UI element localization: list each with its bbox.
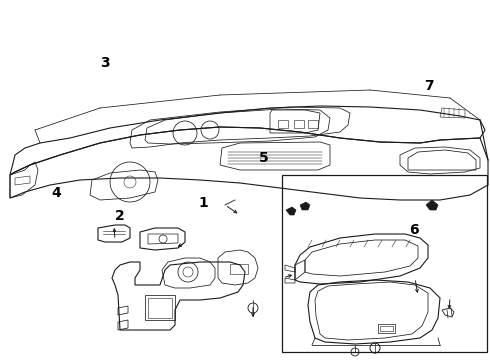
Text: 1: 1 (198, 197, 208, 210)
Polygon shape (300, 202, 310, 210)
Text: 4: 4 (51, 186, 61, 199)
Text: 2: 2 (115, 209, 125, 223)
Polygon shape (426, 200, 438, 210)
Text: 3: 3 (100, 56, 110, 70)
Polygon shape (286, 207, 296, 215)
Bar (282, 175, 487, 352)
Text: 7: 7 (424, 80, 434, 93)
Text: 6: 6 (409, 224, 419, 237)
Text: 5: 5 (259, 152, 269, 165)
